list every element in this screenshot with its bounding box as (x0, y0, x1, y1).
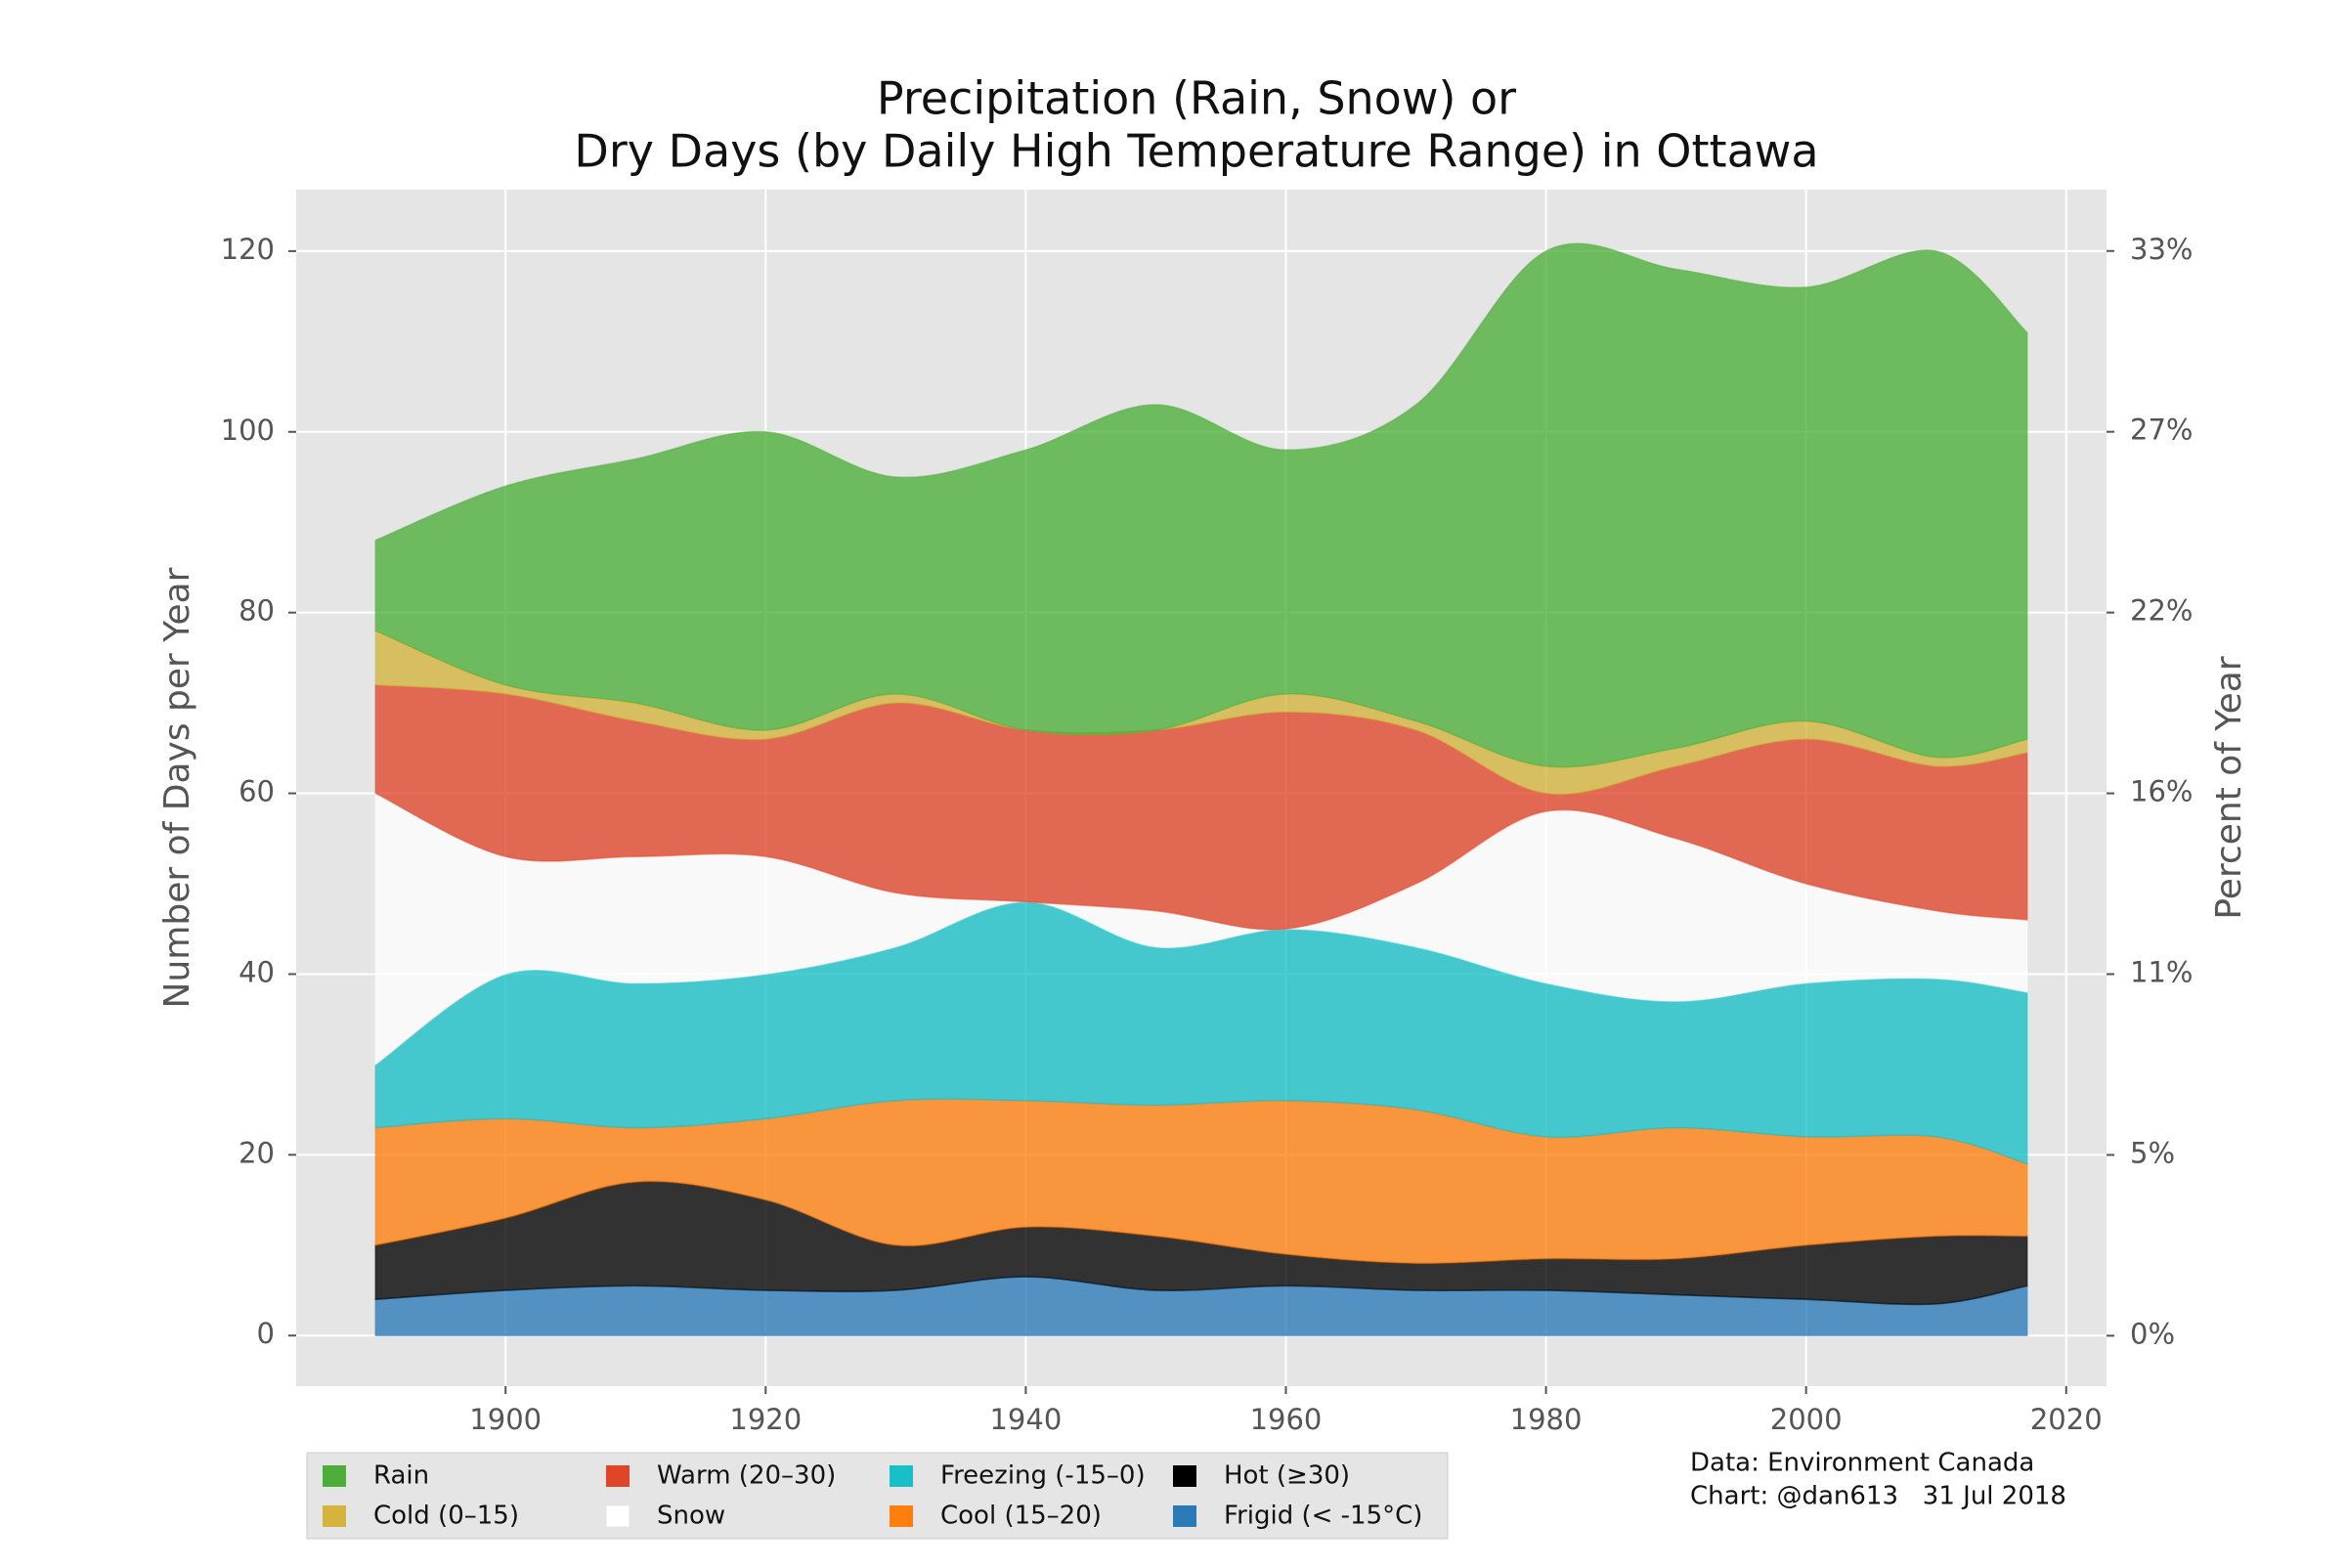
legend-swatch (890, 1505, 913, 1527)
y2-tick-label: 5% (2130, 1136, 2175, 1169)
chart-title: Dry Days (by Daily High Temperature Rang… (574, 125, 1818, 178)
x-tick-label: 1900 (469, 1403, 542, 1436)
y2-tick-label: 0% (2130, 1317, 2175, 1350)
legend-swatch (1173, 1505, 1196, 1527)
x-tick-label: 1920 (729, 1403, 802, 1436)
source-note: Data: Environment Canada (1690, 1449, 2034, 1478)
y2-tick-label: 22% (2130, 594, 2193, 628)
legend-swatch (323, 1505, 346, 1527)
legend-label: Snow (657, 1502, 725, 1531)
y-tick-label: 80 (239, 594, 275, 628)
y2-tick-label: 11% (2130, 956, 2193, 989)
legend-swatch (890, 1465, 913, 1487)
legend-label: Frigid (< -15°C) (1224, 1502, 1422, 1531)
y-axis-label: Number of Days per Year (157, 567, 197, 1008)
legend-swatch (323, 1465, 346, 1487)
y2-tick-label: 33% (2130, 233, 2193, 266)
legend-swatch (1173, 1465, 1196, 1487)
x-tick-label: 2000 (1770, 1403, 1843, 1436)
y-tick-label: 100 (221, 414, 275, 447)
legend-label: Cold (0–15) (373, 1502, 519, 1531)
legend-label: Freezing (-15–0) (940, 1461, 1146, 1491)
y2-axis-label: Percent of Year (2209, 656, 2249, 919)
y-tick-label: 120 (221, 233, 275, 266)
legend-box (306, 1452, 1449, 1540)
x-tick-label: 1980 (1510, 1403, 1583, 1436)
y-tick-label: 40 (239, 955, 275, 988)
y-tick-label: 20 (239, 1136, 275, 1169)
source-note: Chart: @dan613 31 Jul 2018 (1690, 1482, 2066, 1511)
y2-tick-label: 27% (2130, 414, 2193, 447)
legend-label: Rain (373, 1461, 429, 1491)
y-tick-label: 0 (257, 1317, 275, 1350)
area (374, 242, 2028, 768)
legend-label: Warm (20–30) (657, 1461, 836, 1491)
x-tick-label: 1960 (1250, 1403, 1323, 1436)
chart-title: Precipitation (Rain, Snow) or (877, 72, 1516, 125)
legend-swatch (606, 1465, 630, 1487)
x-tick-label: 1940 (989, 1403, 1062, 1436)
legend-label: Cool (15–20) (940, 1502, 1102, 1531)
x-tick-label: 2020 (2030, 1403, 2103, 1436)
y2-tick-label: 16% (2130, 775, 2193, 808)
legend-swatch (605, 1504, 630, 1528)
y-tick-label: 60 (239, 775, 275, 808)
legend-label: Hot (≥30) (1224, 1461, 1350, 1491)
